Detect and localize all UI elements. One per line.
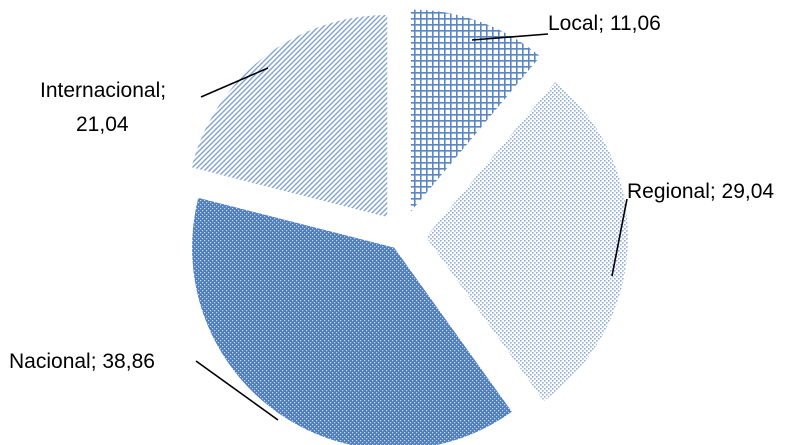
data-label-value-internacional: 21,04: [76, 113, 129, 136]
data-label-nacional: Nacional; 38,86: [9, 350, 155, 373]
pie-slice-nacional: [192, 197, 512, 445]
leader-line-internacional: [200, 67, 269, 98]
data-label-local: Local; 11,06: [548, 12, 661, 35]
pie-slice-local: [410, 9, 541, 212]
leader-line-local: [471, 33, 549, 41]
data-label-regional: Regional; 29,04: [627, 180, 774, 203]
leader-line-nacional: [195, 360, 279, 421]
data-label-internacional: Internacional;: [40, 79, 166, 102]
leader-line-regional: [611, 198, 628, 277]
pie-slice-internacional: [191, 15, 388, 218]
pie-slice-regional: [425, 81, 628, 402]
